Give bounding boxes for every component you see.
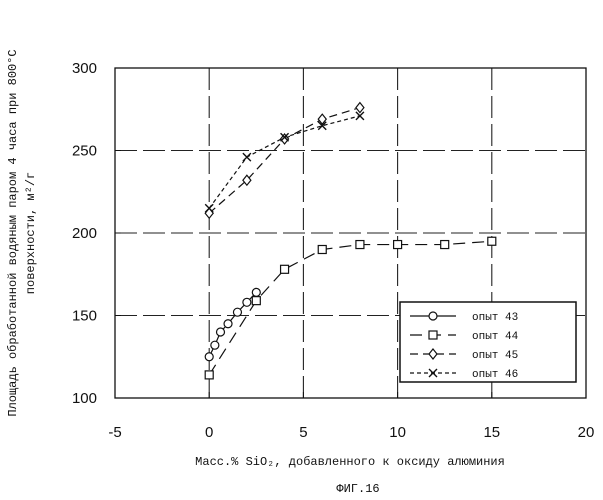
x-axis-ticks: -5 0 5 10 15 20 xyxy=(108,392,594,441)
y-tick-label: 200 xyxy=(72,225,97,242)
y-axis-label-line1: Площадь обработанной водяным паром 4 час… xyxy=(6,49,20,416)
data-point-square xyxy=(394,241,402,249)
y-tick-label: 150 xyxy=(72,308,97,325)
legend-label: опыт 46 xyxy=(472,369,518,381)
figure-label: ФИГ.16 xyxy=(336,482,379,496)
y-tick-label: 300 xyxy=(72,60,97,77)
x-tick-label: 0 xyxy=(205,424,213,441)
y-tick-label: 250 xyxy=(72,143,97,160)
y-tick-label: 100 xyxy=(72,390,97,407)
legend-label: опыт 43 xyxy=(472,312,518,324)
data-point-square xyxy=(281,265,289,273)
legend-label: опыт 45 xyxy=(472,350,518,362)
x-tick-label: 20 xyxy=(578,424,595,441)
data-point-circle xyxy=(233,308,241,316)
data-point-circle xyxy=(252,288,260,296)
data-point-circle xyxy=(205,353,213,361)
series-3 xyxy=(205,103,364,219)
series-4 xyxy=(205,112,364,212)
legend-marker-circle xyxy=(429,312,437,320)
data-point-square xyxy=(318,246,326,254)
data-point-diamond xyxy=(356,103,364,113)
x-tick-label: 10 xyxy=(389,424,406,441)
x-axis-label: Масс.% SiO₂, добавленного к оксиду алюми… xyxy=(195,455,505,469)
data-point-circle xyxy=(217,328,225,336)
series-line xyxy=(209,116,360,208)
data-point-diamond xyxy=(205,208,213,218)
legend-label: опыт 44 xyxy=(472,331,519,343)
x-tick-label: 5 xyxy=(299,424,307,441)
legend-marker-square xyxy=(429,331,437,339)
legend: опыт 43 опыт 44 опыт 45 опыт 46 xyxy=(400,302,576,382)
series-line xyxy=(209,108,360,214)
y-axis-label-line2: поверхности, м²/г xyxy=(24,172,38,294)
x-tick-label: -5 xyxy=(108,424,121,441)
data-point-square xyxy=(205,371,213,379)
data-point-circle xyxy=(224,320,232,328)
data-point-square xyxy=(441,241,449,249)
data-point-circle xyxy=(243,298,251,306)
data-point-square xyxy=(252,297,260,305)
data-point-square xyxy=(356,241,364,249)
y-axis-ticks: 100 150 200 250 300 xyxy=(72,60,121,407)
x-tick-label: 15 xyxy=(483,424,500,441)
data-point-x xyxy=(243,153,251,161)
data-point-circle xyxy=(211,341,219,349)
data-point-square xyxy=(488,237,496,245)
